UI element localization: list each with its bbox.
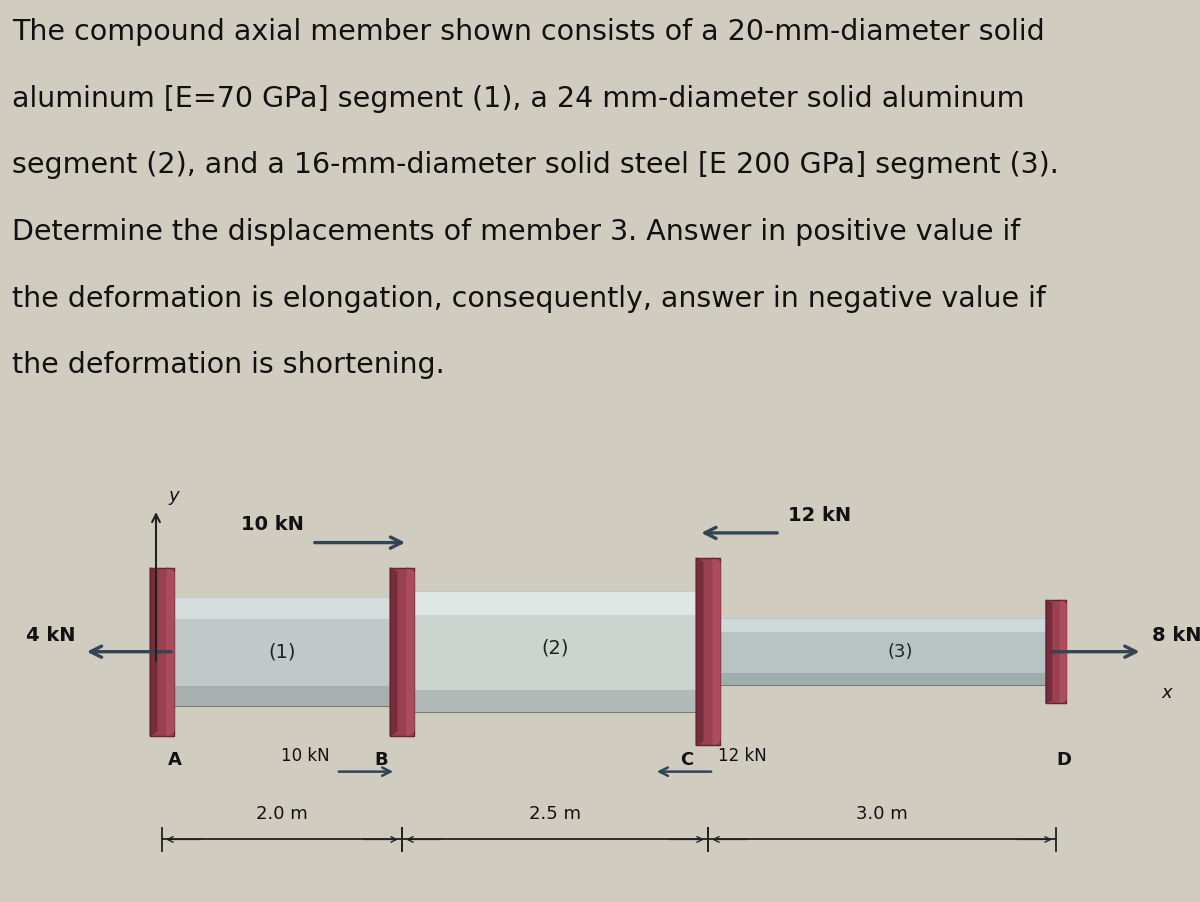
Text: aluminum [E=70 GPa] segment (1), a 24 mm-diameter solid aluminum: aluminum [E=70 GPa] segment (1), a 24 mm…: [12, 85, 1025, 113]
Polygon shape: [167, 567, 174, 736]
Bar: [402, 690, 708, 713]
Polygon shape: [1046, 600, 1051, 704]
Text: 10 kN: 10 kN: [241, 515, 304, 534]
Text: 10 kN: 10 kN: [281, 747, 330, 765]
Bar: [708, 619, 1056, 686]
Bar: [390, 567, 414, 736]
Bar: [708, 673, 1056, 686]
Text: A: A: [168, 750, 182, 769]
Polygon shape: [696, 558, 703, 745]
Bar: [696, 558, 720, 745]
Bar: [402, 591, 708, 713]
Text: Determine the displacements of member 3. Answer in positive value if: Determine the displacements of member 3.…: [12, 218, 1020, 246]
Text: B: B: [374, 750, 388, 769]
Text: (3): (3): [887, 643, 913, 660]
Text: 2.0 m: 2.0 m: [256, 805, 308, 823]
Polygon shape: [407, 567, 414, 736]
Text: The compound axial member shown consists of a 20-mm-diameter solid: The compound axial member shown consists…: [12, 18, 1045, 46]
Bar: [162, 597, 402, 706]
Text: 8 kN: 8 kN: [1152, 626, 1200, 645]
Bar: [162, 597, 402, 619]
Text: (1): (1): [269, 642, 295, 661]
Text: 2.5 m: 2.5 m: [529, 805, 581, 823]
Bar: [402, 591, 708, 615]
Text: 12 kN: 12 kN: [788, 505, 852, 525]
Text: y: y: [168, 487, 179, 505]
Text: D: D: [1056, 750, 1072, 769]
Bar: [150, 567, 174, 736]
Text: the deformation is shortening.: the deformation is shortening.: [12, 352, 445, 380]
Bar: [162, 686, 402, 706]
Text: (2): (2): [541, 638, 569, 657]
Text: 12 kN: 12 kN: [718, 747, 767, 765]
Text: x: x: [1162, 685, 1172, 703]
Polygon shape: [1061, 600, 1067, 704]
Polygon shape: [390, 567, 397, 736]
Text: 3.0 m: 3.0 m: [856, 805, 908, 823]
Text: the deformation is elongation, consequently, answer in negative value if: the deformation is elongation, consequen…: [12, 285, 1046, 313]
Text: 4 kN: 4 kN: [26, 626, 76, 645]
Text: C: C: [680, 750, 694, 769]
Bar: [1046, 600, 1067, 704]
Text: segment (2), and a 16-mm-diameter solid steel [E 200 GPa] segment (3).: segment (2), and a 16-mm-diameter solid …: [12, 152, 1058, 179]
Polygon shape: [150, 567, 157, 736]
Polygon shape: [713, 558, 720, 745]
Bar: [708, 619, 1056, 631]
